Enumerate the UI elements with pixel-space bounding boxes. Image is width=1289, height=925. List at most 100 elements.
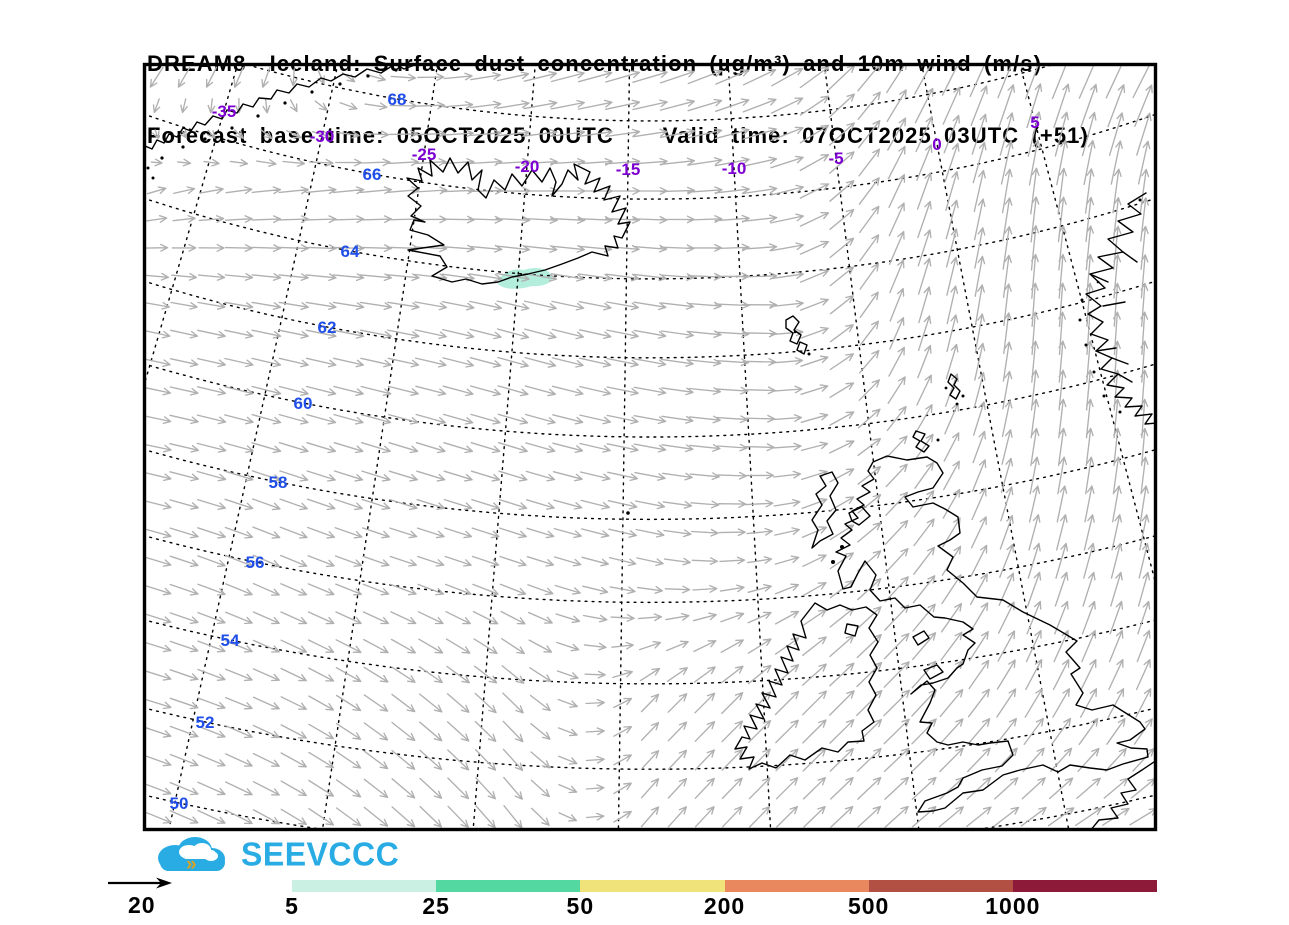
island-speck bbox=[1138, 198, 1142, 202]
coastline-hebrides bbox=[811, 471, 839, 549]
latitude-label-52: 52 bbox=[196, 713, 215, 732]
cloud-icon: » bbox=[158, 837, 225, 874]
coastline-ireland bbox=[734, 602, 879, 770]
reference-arrow-head bbox=[156, 877, 172, 889]
island-speck bbox=[256, 114, 260, 118]
coastline-orkney bbox=[912, 430, 930, 453]
graticule-labels-layer: -35 -30 -25 -20 -15 -10 -5 0 5 68 66 64 62 60 58 56 54 52… bbox=[170, 90, 1040, 813]
island-speck bbox=[366, 74, 370, 78]
island-speck bbox=[151, 176, 155, 180]
island-speck bbox=[1080, 298, 1084, 302]
coastline-iceland bbox=[406, 157, 631, 285]
coastline-norway-fjord-4 bbox=[1089, 273, 1109, 283]
dust-color-scale bbox=[292, 880, 1158, 892]
longitude-label--35: -35 bbox=[212, 102, 237, 121]
coastline-norway-fjord-1 bbox=[1102, 301, 1126, 307]
coastline-skye bbox=[848, 506, 871, 526]
coastline-norway-fjord-6 bbox=[1117, 373, 1133, 383]
latitude-label-54: 54 bbox=[221, 631, 240, 650]
scale-tick-1000: 1000 bbox=[985, 893, 1041, 919]
parallel-62 bbox=[145, 280, 1155, 359]
scale-segment-500 bbox=[868, 880, 1013, 892]
meridian--5 bbox=[823, 65, 920, 829]
coastline-france bbox=[1090, 760, 1155, 829]
latitude-label-62: 62 bbox=[318, 318, 337, 337]
coastline-lough-neagh bbox=[844, 623, 859, 637]
latitude-label-66: 66 bbox=[363, 165, 382, 184]
island-speck bbox=[626, 511, 630, 515]
island-speck bbox=[146, 166, 150, 170]
island-speck bbox=[283, 101, 287, 105]
wind-reference-arrow bbox=[106, 876, 186, 895]
parallel-64 bbox=[145, 197, 1155, 280]
coastline-faroe-2 bbox=[796, 341, 808, 355]
longitude-label--5: -5 bbox=[828, 149, 843, 168]
island-speck bbox=[1096, 280, 1100, 284]
coastline-anglesey bbox=[923, 664, 944, 680]
island-speck bbox=[831, 560, 835, 564]
island-speck bbox=[840, 545, 844, 549]
parallel-60 bbox=[145, 363, 1155, 438]
island-speck bbox=[310, 90, 314, 94]
island-speck bbox=[807, 352, 811, 356]
island-speck bbox=[181, 145, 185, 149]
island-speck bbox=[1078, 318, 1082, 322]
coastline-great-britain bbox=[835, 455, 1149, 813]
reference-arrow-label: 20 bbox=[128, 892, 156, 918]
scale-tick-5: 5 bbox=[285, 893, 299, 919]
parallel-52 bbox=[145, 707, 1155, 770]
island-speck bbox=[944, 386, 948, 390]
island-speck bbox=[1102, 394, 1106, 398]
latitude-label-50: 50 bbox=[170, 794, 189, 813]
latitude-label-58: 58 bbox=[269, 473, 288, 492]
latitude-label-68: 68 bbox=[388, 90, 407, 109]
longitude-label--15: -15 bbox=[616, 160, 641, 179]
coastline-norway bbox=[1085, 192, 1155, 425]
island-speck bbox=[936, 438, 940, 442]
seevccc-logo: » SEEVCCC bbox=[149, 834, 399, 874]
wind-arrows-layer bbox=[145, 65, 1155, 829]
logo-text: SEEVCCC bbox=[241, 834, 400, 873]
island-speck bbox=[1118, 410, 1122, 414]
parallel-56 bbox=[145, 535, 1155, 604]
island-speck bbox=[1084, 343, 1088, 347]
coastline-isle-of-man bbox=[912, 630, 930, 646]
scale-tick-50: 50 bbox=[566, 893, 595, 919]
island-speck bbox=[1092, 370, 1096, 374]
scale-segment-1000 bbox=[1012, 880, 1158, 892]
parallel-50 bbox=[145, 794, 325, 829]
meridian--30 bbox=[168, 65, 339, 829]
longitude-label-0: 0 bbox=[932, 135, 941, 154]
longitude-label--25: -25 bbox=[412, 145, 437, 164]
meridian--20 bbox=[472, 65, 536, 829]
parallel-50 bbox=[975, 794, 1155, 829]
wind-vector-field bbox=[145, 65, 1155, 829]
island-speck bbox=[394, 68, 398, 72]
meridian-0 bbox=[921, 65, 1070, 829]
scale-segment-25 bbox=[436, 880, 581, 892]
latitude-label-64: 64 bbox=[341, 242, 360, 261]
coastline-shetland bbox=[947, 373, 961, 400]
meridian-5 bbox=[1019, 65, 1155, 584]
longitude-label-5: 5 bbox=[1030, 113, 1039, 132]
parallel-66 bbox=[145, 113, 1155, 200]
scale-segment-5 bbox=[292, 880, 437, 892]
coastline-norway-fjord-2 bbox=[1095, 347, 1117, 352]
parallel-58 bbox=[145, 449, 1155, 521]
longitude-label--30: -30 bbox=[310, 127, 335, 146]
scale-segment-50 bbox=[580, 880, 725, 892]
scale-tick-25: 25 bbox=[422, 893, 450, 919]
island-speck bbox=[203, 137, 207, 141]
longitude-label--20: -20 bbox=[515, 157, 540, 176]
dust-scale-tick-labels: 5 25 50 200 500 1000 bbox=[285, 893, 1157, 919]
island-speck bbox=[793, 330, 797, 334]
parallel-68 bbox=[245, 65, 1055, 122]
coastline-norway-fjord-3 bbox=[1111, 357, 1129, 365]
latitude-label-60: 60 bbox=[294, 394, 313, 413]
island-speck bbox=[230, 126, 234, 130]
latitude-label-56: 56 bbox=[246, 553, 265, 572]
chevron-icon: » bbox=[186, 854, 197, 874]
coastline-faroe-1 bbox=[785, 315, 802, 345]
parallel-54 bbox=[145, 619, 1155, 685]
